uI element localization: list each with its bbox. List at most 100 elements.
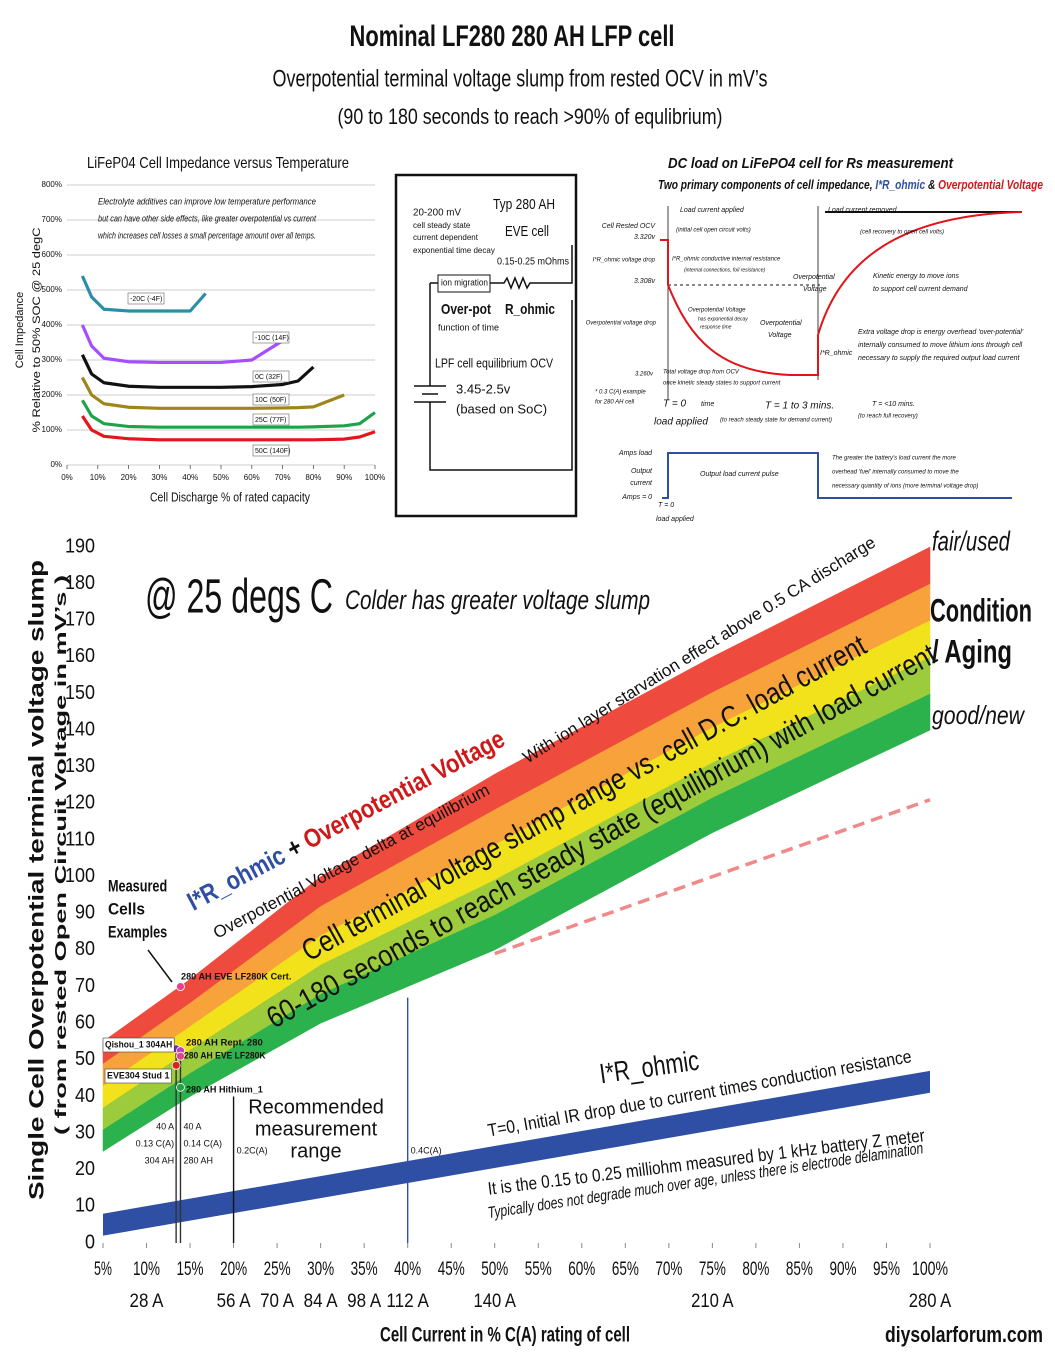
series-label-box (252, 444, 290, 457)
y-tick-label: 10 (75, 1195, 95, 1217)
circuit-label: exponential time decay (413, 246, 495, 255)
y-axis-label: Cell Impedance (14, 292, 26, 368)
cells-title: Cells (108, 899, 145, 918)
y-tick-label: 600% (42, 250, 62, 259)
x-tick-label: 70% (655, 1259, 682, 1280)
series-line (80, 275, 207, 313)
current-marker-label: 280 AH (183, 1155, 213, 1165)
dc-label: (cell recovery to open cell volts) (860, 230, 944, 236)
dc-label: T = 1 to 3 mins. (765, 401, 834, 412)
y-tick-label: 130 (65, 755, 95, 777)
cell-point (171, 1060, 181, 1070)
y-tick-label: 300% (42, 355, 62, 364)
current-pulse (662, 452, 1012, 499)
x-tick-label: 15% (177, 1259, 204, 1280)
y-tick-label: 30 (75, 1121, 95, 1143)
annotation: Electrolyte additives can improve low te… (98, 196, 316, 206)
cell-point (176, 1051, 185, 1061)
dc-label: * 0.3 C(A) example (595, 390, 646, 396)
amp-tick-label: 210 A (691, 1291, 734, 1312)
cell-label-box (102, 1037, 175, 1053)
resistor-wire (430, 245, 573, 291)
y-tick-label: 180 (65, 572, 95, 594)
y-tick-label: 40 (75, 1085, 95, 1107)
range-label: measurement (255, 1118, 378, 1140)
return-wire (429, 283, 573, 471)
circuit-label: Typ 280 AH (493, 196, 555, 213)
y-tick-label: 90 (75, 902, 95, 924)
dc-subtitle-part: I*R_ohmic (875, 177, 925, 192)
x-tick-label: 40% (182, 473, 198, 482)
current-marker-label: 0.13 C(A) (136, 1138, 175, 1148)
annotation: but can have other side effects, like gr… (98, 213, 316, 223)
x-tick-label: 10% (133, 1259, 160, 1280)
dc-label: T = 0 (658, 502, 674, 509)
voltage-band (102, 546, 931, 1064)
amp-tick-label: 98 A (347, 1291, 381, 1312)
series-line (80, 324, 284, 365)
series-label-box (252, 370, 290, 383)
range-label: range (290, 1140, 341, 1162)
dc-label: 3.308v (634, 278, 656, 285)
series-line (81, 399, 376, 429)
current-marker-label: 0.4C(A) (411, 1145, 442, 1155)
dc-label: time (701, 401, 714, 408)
x-tick-label: 25% (264, 1259, 291, 1280)
dc-label: Amps = 0 (621, 494, 652, 501)
y-tick-label: 80 (75, 938, 95, 960)
x-tick-label: 10% (90, 473, 106, 482)
circuit-label: 20-200 mV (413, 208, 461, 219)
x-axis-label: Cell Current in % C(A) rating of cell (380, 1324, 630, 1347)
circuit-label: 3.45-2.5v (456, 381, 511, 396)
cell-label-box (104, 1068, 172, 1084)
series-label: 10C (50F) (255, 397, 287, 404)
chart-title: LiFeP04 Cell Impedance versus Temperatur… (87, 155, 349, 172)
series-label-box (252, 393, 290, 406)
dc-label: (initial cell open circuit volts) (676, 228, 751, 234)
x-tick-label: 70% (275, 473, 291, 482)
circuit-label: R_ohmic (505, 301, 555, 318)
series-label: 25C (77F) (255, 417, 287, 424)
x-tick-label: 90% (829, 1259, 856, 1280)
x-tick-label: 45% (438, 1259, 465, 1280)
y-axis-label: Single Cell Overpotential terminal volta… (26, 560, 49, 1200)
y-tick-label: 400% (42, 320, 62, 329)
series-label: -20C (-4F) (130, 296, 162, 303)
x-tick-label: 35% (351, 1259, 378, 1280)
y-tick-label: 0% (50, 460, 62, 469)
dc-label: Load current applied (680, 207, 745, 214)
page-subtitle: Overpotential terminal voltage slump fro… (273, 65, 768, 92)
amp-tick-label: 56 A (217, 1291, 251, 1312)
x-tick-label: 55% (525, 1259, 552, 1280)
x-tick-label: 50% (213, 473, 229, 482)
circuit-label: (based on SoC) (456, 401, 547, 416)
current-marker-label: 0.2C(A) (237, 1145, 268, 1155)
x-tick-label: 100% (365, 473, 385, 482)
dc-label: Overpotential voltage drop (586, 321, 657, 327)
dc-label: load applied (656, 516, 695, 523)
condition-label: Condition (930, 592, 1032, 628)
x-tick-label: 90% (336, 473, 352, 482)
dc-load-diagram (660, 206, 1023, 499)
dc-label: Amps load (618, 450, 653, 457)
y-tick-label: 120 (65, 792, 95, 814)
y-tick-label: 160 (65, 645, 95, 667)
amp-tick-label: 280 A (909, 1291, 952, 1312)
cell-point (176, 1082, 185, 1092)
cells-title: Examples (108, 922, 167, 941)
annotation: which increases cell losses a small perc… (98, 230, 316, 240)
cell-label: EVE304 Stud 1 (107, 1070, 169, 1080)
circuit-label: 0.15-0.25 mOhms (497, 257, 569, 268)
x-tick-label: 75% (699, 1259, 726, 1280)
y-tick-label: 190 (65, 535, 95, 557)
dc-label: I*R_ohmic (820, 350, 853, 357)
dc-label: T = <10 mins. (872, 401, 915, 408)
cell-point (176, 982, 185, 991)
x-axis-label: Cell Discharge % of rated capacity (150, 489, 310, 504)
circuit-label: ion migration (441, 277, 488, 287)
amp-tick-label: 28 A (130, 1291, 164, 1312)
dc-label: 3.260v (635, 372, 654, 378)
page-note: (90 to 180 seconds to reach >90% of equl… (338, 104, 723, 129)
dc-label: Output load current pulse (700, 471, 779, 478)
series-label-box (127, 292, 165, 305)
